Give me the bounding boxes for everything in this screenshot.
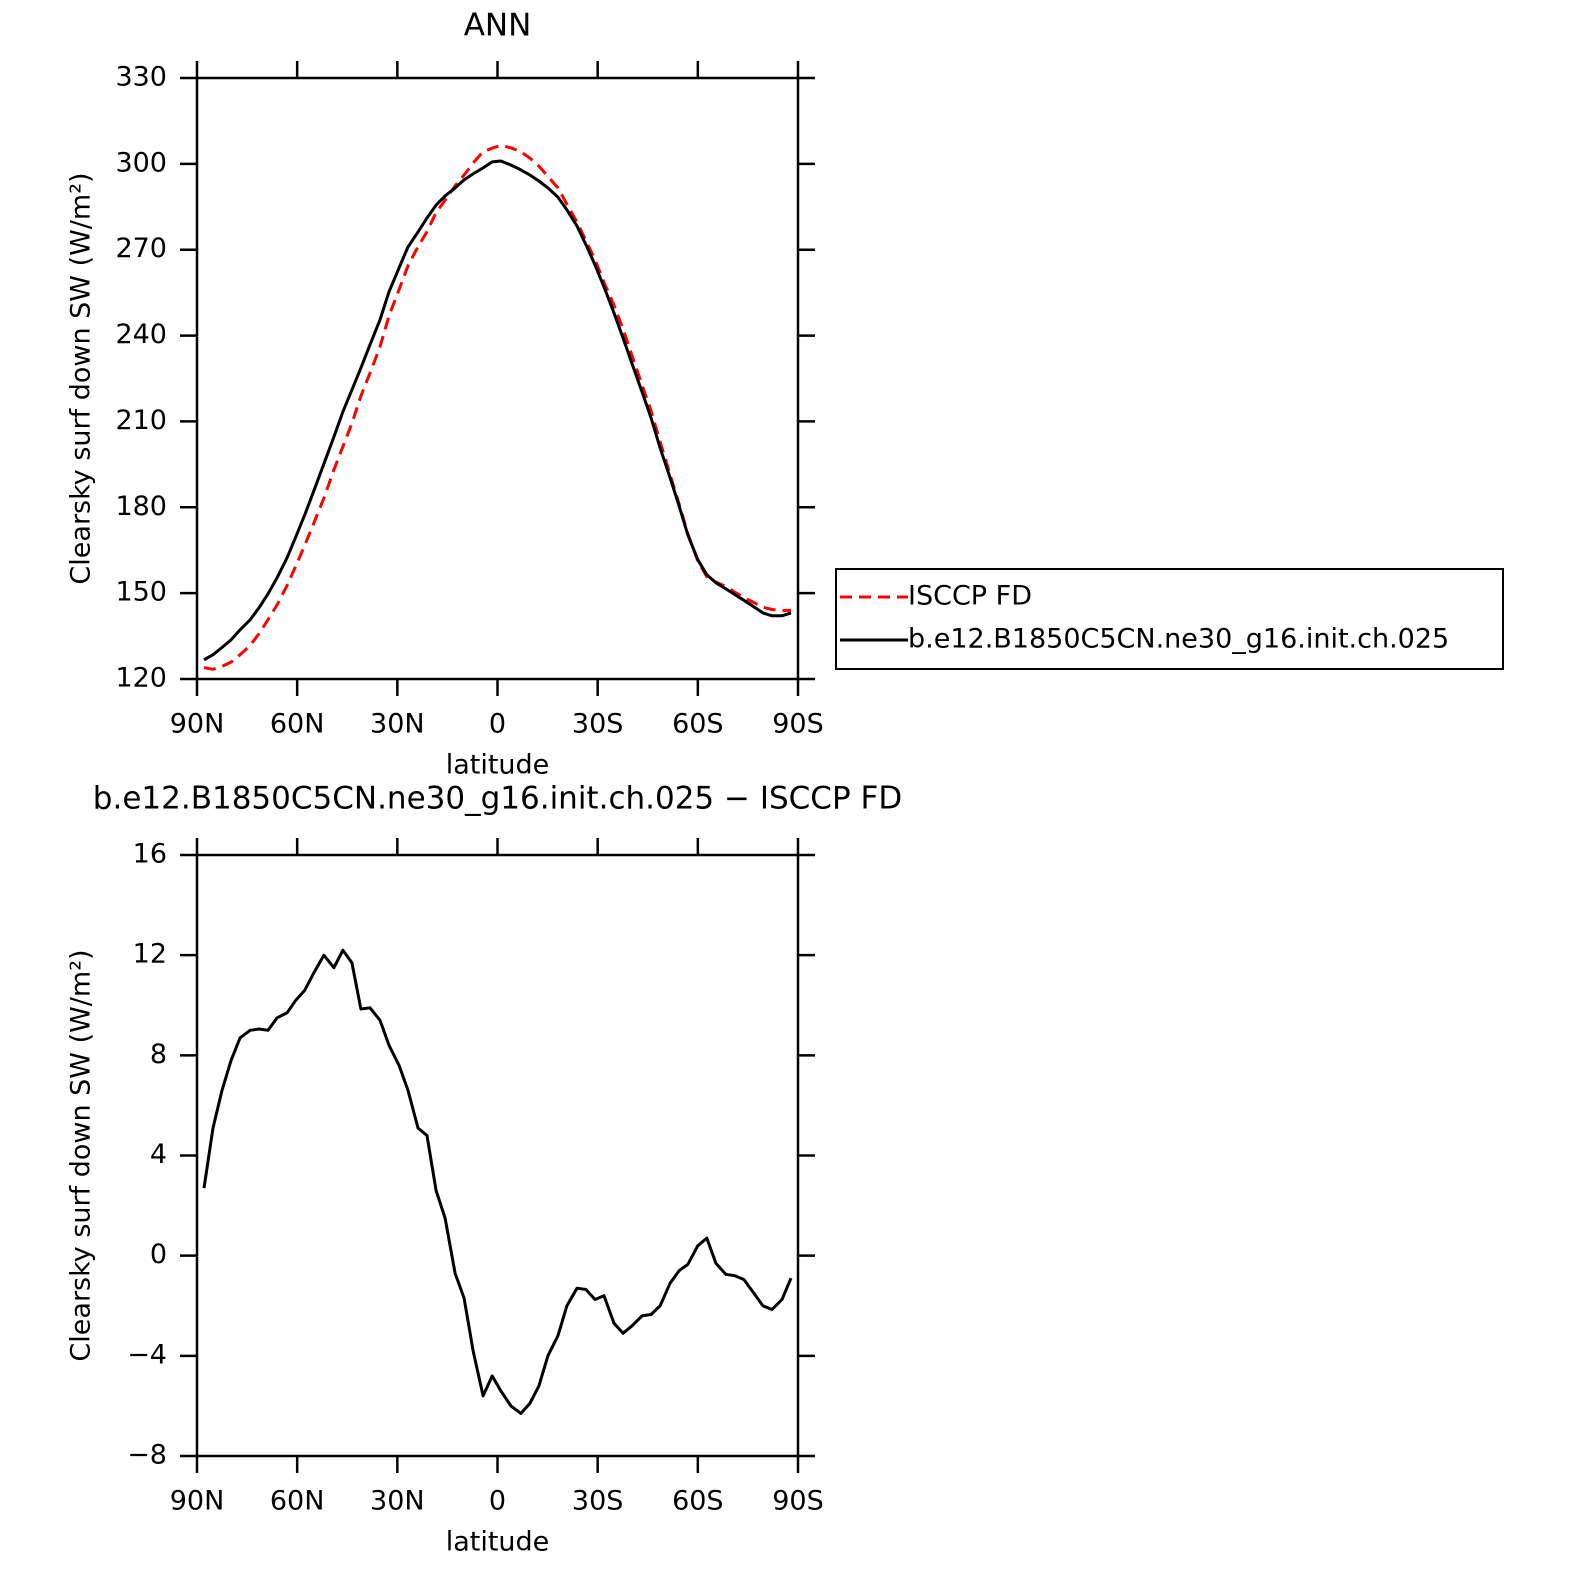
x-tick-label: 60N bbox=[270, 1486, 325, 1517]
x-tick-label: 30S bbox=[572, 709, 624, 740]
y-tick-label: 150 bbox=[115, 577, 167, 608]
data-line bbox=[202, 948, 793, 1415]
y-axis-label: Clearsky surf down SW (W/m²) bbox=[66, 949, 97, 1361]
y-tick-label: 16 bbox=[133, 839, 167, 870]
data-line bbox=[203, 159, 792, 662]
y-tick-label: −8 bbox=[127, 1440, 167, 1471]
y-tick-label: 210 bbox=[115, 405, 167, 436]
x-tick-label: 60N bbox=[270, 709, 325, 740]
y-tick-label: 0 bbox=[150, 1239, 167, 1270]
x-tick-label: 90N bbox=[170, 1486, 225, 1517]
x-tick-label: 90S bbox=[772, 1486, 824, 1517]
y-tick-label: 270 bbox=[115, 233, 167, 264]
plot-frame bbox=[195, 76, 800, 681]
x-tick-label: 60S bbox=[672, 709, 724, 740]
x-tick-label: 90N bbox=[170, 709, 225, 740]
y-tick-label: 12 bbox=[133, 939, 167, 970]
x-axis-label: latitude bbox=[446, 750, 550, 781]
x-tick-label: 30N bbox=[370, 709, 425, 740]
x-tick-label: 30S bbox=[572, 1486, 624, 1517]
y-tick-label: 330 bbox=[115, 62, 167, 93]
y-tick-label: 180 bbox=[115, 491, 167, 522]
chart-title: ANN bbox=[464, 8, 532, 44]
legend-box bbox=[835, 568, 1504, 670]
y-tick-label: 240 bbox=[115, 319, 167, 350]
x-tick-label: 90S bbox=[772, 709, 824, 740]
legend-label: b.e12.B1850C5CN.ne30_g16.init.ch.025 bbox=[908, 624, 1449, 655]
y-tick-label: 300 bbox=[115, 147, 167, 178]
y-tick-label: −4 bbox=[127, 1339, 167, 1370]
plot-frame bbox=[195, 853, 800, 1458]
x-tick-label: 0 bbox=[489, 1486, 506, 1517]
y-tick-label: 8 bbox=[150, 1039, 167, 1070]
x-axis-label: latitude bbox=[446, 1527, 550, 1558]
x-tick-label: 30N bbox=[370, 1486, 425, 1517]
x-tick-label: 0 bbox=[489, 709, 506, 740]
y-tick-label: 120 bbox=[115, 663, 167, 694]
y-axis-label: Clearsky surf down SW (W/m²) bbox=[66, 172, 97, 584]
chart-title: b.e12.B1850C5CN.ne30_g16.init.ch.025 − I… bbox=[93, 781, 902, 817]
legend-label: ISCCP FD bbox=[908, 581, 1032, 612]
data-line bbox=[203, 144, 792, 671]
y-tick-label: 4 bbox=[150, 1139, 167, 1170]
x-tick-label: 60S bbox=[672, 1486, 724, 1517]
